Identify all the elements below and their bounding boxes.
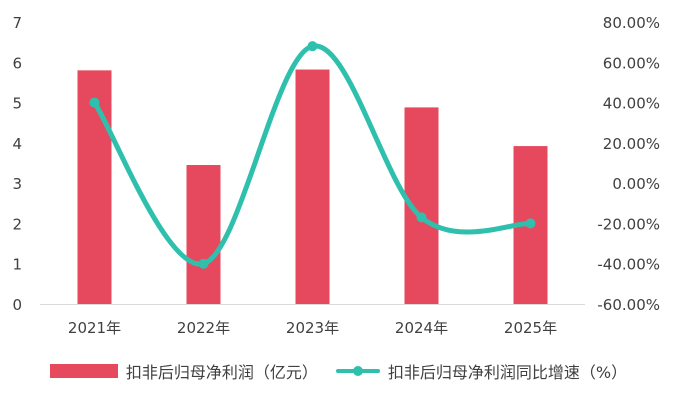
- line-point: [198, 258, 209, 269]
- x-tick-label: 2025年: [504, 319, 557, 337]
- y-right-tick-label: -60.00%: [597, 296, 660, 314]
- line-point: [416, 212, 427, 223]
- line-point: [307, 41, 318, 52]
- bar: [186, 165, 221, 304]
- y-left-tick-label: 5: [12, 95, 22, 113]
- x-tick-label: 2024年: [395, 319, 448, 337]
- y-left-tick-label: 3: [12, 175, 22, 193]
- y-right-tick-label: 40.00%: [603, 95, 660, 113]
- y-left-tick-label: 2: [12, 215, 22, 233]
- y-right-tick-label: 60.00%: [603, 54, 660, 72]
- legend-label-bar: 扣非后归母净利润（亿元）: [125, 363, 318, 382]
- y-left-tick-label: 7: [12, 14, 22, 32]
- legend-label-line: 扣非后归母净利润同比增速（%）: [387, 363, 628, 382]
- y-left-tick-label: 0: [12, 296, 22, 314]
- line-point: [525, 218, 536, 229]
- legend: 扣非后归母净利润（亿元） 扣非后归母净利润同比增速（%）: [0, 354, 677, 388]
- series-line: [92, 43, 533, 267]
- x-tick-label: 2023年: [286, 319, 339, 337]
- y-left-tick-label: 1: [12, 256, 22, 274]
- line-point: [89, 97, 100, 108]
- y-right-tick-label: 20.00%: [603, 135, 660, 153]
- legend-item-line: 扣非后归母净利润同比增速（%）: [335, 359, 628, 383]
- y-right-tick-label: 0.00%: [612, 175, 660, 193]
- x-tick-label: 2021年: [68, 319, 121, 337]
- legend-swatch-bar: [49, 364, 118, 378]
- legend-item-bar: 扣非后归母净利润（亿元）: [49, 359, 318, 383]
- y-right-tick-label: -40.00%: [597, 256, 660, 274]
- legend-swatch-line: [335, 364, 380, 378]
- y-left-tick-label: 6: [12, 54, 22, 72]
- bar: [77, 70, 112, 304]
- bar: [295, 69, 330, 304]
- y-right-tick-label: -20.00%: [597, 215, 660, 233]
- y-right-tick-label: 80.00%: [603, 14, 660, 32]
- x-tick-label: 2022年: [177, 319, 230, 337]
- y-left-tick-label: 4: [12, 135, 22, 153]
